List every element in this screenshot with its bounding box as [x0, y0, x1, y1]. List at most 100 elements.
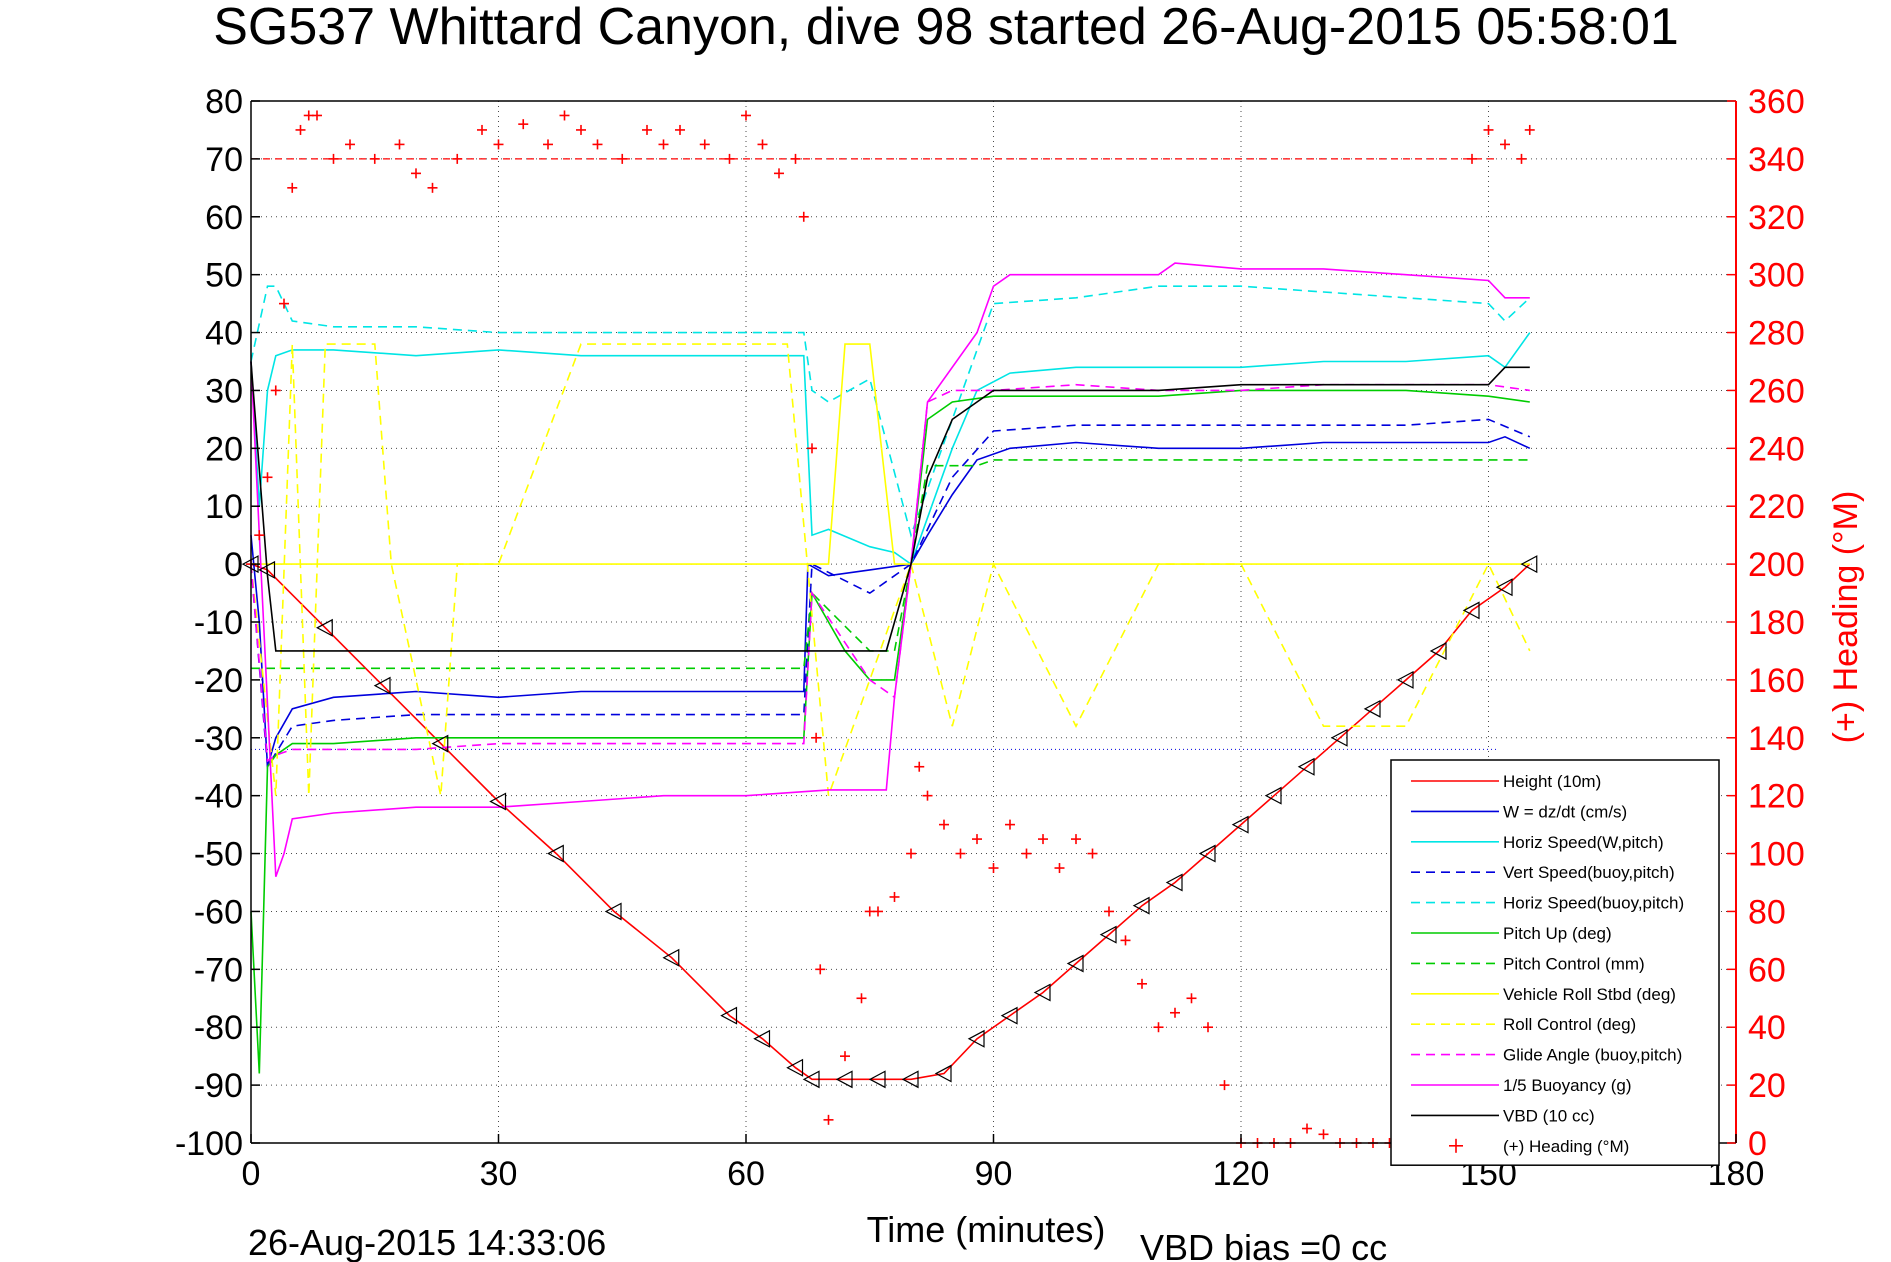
height-marker [1264, 786, 1282, 805]
height-marker [786, 1058, 804, 1077]
legend-item: Roll Control (deg) [1411, 1015, 1636, 1034]
legend-item: Height (10m) [1411, 772, 1601, 791]
y-tick-label: -100 [175, 1125, 243, 1163]
x-tick-label: 60 [727, 1155, 765, 1193]
heading-point [312, 110, 322, 121]
heading-point [1524, 124, 1535, 135]
series-line-10 [250, 262, 1530, 877]
y-tick-label: 60 [205, 199, 243, 237]
heading-point [840, 1051, 850, 1062]
y2-tick-label: 0 [1748, 1125, 1767, 1163]
heading-point [815, 964, 826, 975]
height-marker [868, 1070, 886, 1089]
series-lines [246, 110, 1535, 1148]
legend-label: Height (10m) [1503, 772, 1601, 791]
height-marker [431, 734, 449, 753]
height-marker [1198, 844, 1216, 863]
heading-point [675, 124, 685, 135]
legend-label: Pitch Up (deg) [1503, 924, 1612, 943]
series-line-11 [250, 361, 1530, 652]
heading-point [1087, 848, 1098, 859]
y-tick-label: -70 [194, 951, 243, 989]
heading-point [1203, 1022, 1213, 1033]
height-marker [489, 792, 507, 811]
y2-tick-label: 40 [1748, 1009, 1786, 1047]
height-marker [934, 1064, 952, 1083]
heading-point [873, 906, 883, 917]
heading-point [1153, 1022, 1164, 1033]
height-marker [315, 618, 333, 637]
heading-point [1120, 935, 1131, 946]
heading-point [427, 182, 438, 193]
y2-tick-label: 360 [1748, 83, 1805, 121]
heading-point [856, 993, 867, 1004]
y2-tick-label: 220 [1748, 488, 1805, 526]
heading-point [295, 124, 306, 135]
heading-point [270, 385, 281, 396]
y2-tick-label: 240 [1748, 430, 1805, 468]
series-line-2 [250, 332, 1531, 566]
heading-point [939, 819, 949, 830]
y2-tick-label: 320 [1748, 199, 1805, 237]
y2-tick-label: 80 [1748, 893, 1786, 931]
legend-label: Horiz Speed(buoy,pitch) [1503, 894, 1684, 913]
height-marker [1363, 699, 1381, 718]
heading-point [1104, 906, 1114, 917]
y-tick-label: -60 [194, 893, 243, 931]
heading-point [394, 139, 405, 150]
x-tick-label: 30 [480, 1155, 518, 1193]
heading-point [345, 139, 355, 150]
y-tick-label: 20 [205, 430, 243, 468]
legend-label: VBD (10 cc) [1503, 1106, 1595, 1125]
y-tick-label: 30 [205, 372, 243, 410]
heading-point [811, 732, 822, 743]
heading-point [1219, 1080, 1230, 1091]
y2-tick-label: 60 [1748, 951, 1786, 989]
y-tick-label: -40 [194, 778, 243, 816]
legend-item: Vert Speed(buoy,pitch) [1411, 863, 1675, 882]
heading-point [1038, 834, 1048, 845]
height-marker [1132, 896, 1150, 915]
legend-item: Vehicle Roll Stbd (deg) [1411, 985, 1676, 1004]
heading-point [1170, 1007, 1180, 1018]
y2-tick-label: 140 [1748, 720, 1805, 758]
heading-point [559, 110, 570, 121]
height-marker [1000, 1006, 1018, 1025]
y-tick-label: -30 [194, 720, 243, 758]
y2-tick-labels: 3603403203002802602402202001801601401201… [1727, 83, 1805, 1163]
heading-point [1137, 978, 1147, 989]
y2-tick-label: 300 [1748, 257, 1805, 295]
height-marker [258, 560, 276, 579]
heading-point [790, 153, 801, 164]
series-line-3 [250, 418, 1531, 770]
y2-tick-label: 180 [1748, 604, 1805, 642]
y2-tick-label: 260 [1748, 372, 1805, 410]
legend-item: 1/5 Buoyancy (g) [1411, 1076, 1632, 1095]
heading-point [807, 443, 817, 454]
legend-item: Pitch Up (deg) [1411, 924, 1612, 943]
series-line-8 [250, 343, 1531, 796]
y2-tick-label: 20 [1748, 1067, 1786, 1105]
height-marker [753, 1029, 771, 1048]
heading-point [287, 182, 298, 193]
y-tick-label: -90 [194, 1067, 243, 1105]
height-marker [546, 844, 564, 863]
heading-point [823, 1114, 834, 1125]
heading-point [1071, 834, 1081, 845]
heading-point [988, 863, 999, 874]
y2-tick-label: 120 [1748, 778, 1805, 816]
series-line-9 [250, 383, 1530, 763]
legend-label: (+) Heading (°M) [1503, 1137, 1629, 1156]
height-marker [373, 676, 391, 695]
height-marker [1396, 670, 1414, 689]
legend-label: Vert Speed(buoy,pitch) [1503, 863, 1675, 882]
heading-point [774, 168, 784, 179]
heading-point [757, 139, 768, 150]
heading-point [576, 124, 586, 135]
legend-item: (+) Heading (°M) [1449, 1137, 1629, 1156]
heading-point [1516, 153, 1527, 164]
y-tick-label: -80 [194, 1009, 243, 1047]
heading-point [922, 790, 933, 801]
heading-point [452, 153, 463, 164]
heading-point [972, 834, 982, 845]
